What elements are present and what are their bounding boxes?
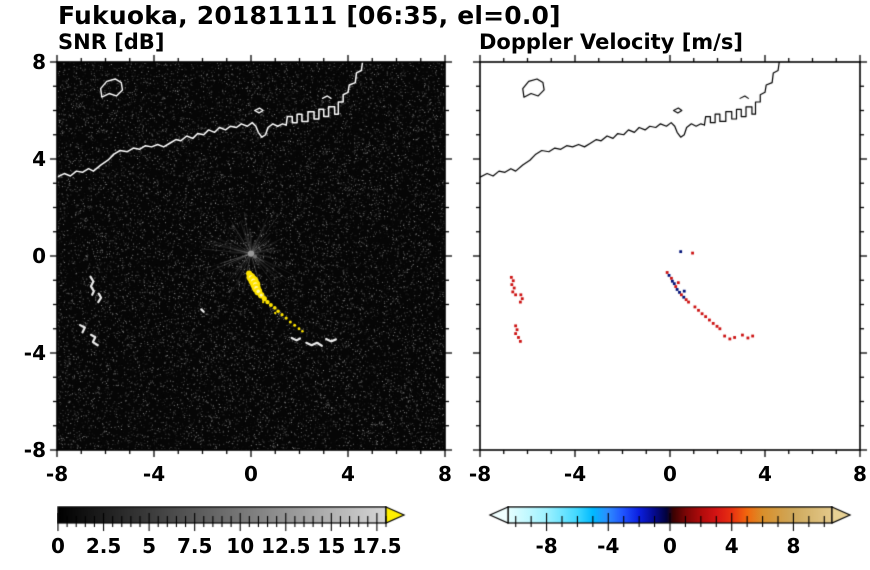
snr-colorbar-tick-label: 15 xyxy=(317,534,346,558)
snr-colorbar-tick-label: 5 xyxy=(142,534,157,558)
snr-plot-canvas xyxy=(47,52,455,460)
snr-x-tick-label: -4 xyxy=(142,462,166,486)
snr-colorbar-tick-label: 0 xyxy=(51,534,65,558)
snr-y-tick-label: -8 xyxy=(23,438,46,462)
velocity-x-tick-label: -8 xyxy=(468,462,492,486)
velocity-colorbar-tick-label: 0 xyxy=(663,534,677,558)
snr-x-tick-label: 0 xyxy=(244,462,258,486)
snr-y-tick-label: 0 xyxy=(32,244,46,268)
snr-colorbar-tick-label: 10 xyxy=(226,534,255,558)
snr-colorbar-tick-label: 2.5 xyxy=(85,534,122,558)
velocity-x-tick-label: 0 xyxy=(663,462,677,486)
velocity-panel-title: Doppler Velocity [m/s] xyxy=(479,30,743,54)
velocity-plot-canvas xyxy=(470,52,870,460)
snr-colorbar xyxy=(57,506,409,534)
velocity-colorbar-tick-label: 8 xyxy=(786,534,801,558)
velocity-x-tick-label: 8 xyxy=(853,462,867,486)
velocity-colorbar xyxy=(480,506,868,534)
snr-x-tick-label: 4 xyxy=(341,462,355,486)
snr-colorbar-tick-label: 7.5 xyxy=(176,534,213,558)
snr-y-tick-label: -4 xyxy=(23,341,46,365)
snr-x-tick-label: -8 xyxy=(45,462,69,486)
velocity-colorbar-tick-label: -8 xyxy=(535,534,558,558)
snr-colorbar-tick-label: 12.5 xyxy=(261,534,311,558)
snr-colorbar-tick-label: 17.5 xyxy=(352,534,402,558)
velocity-x-tick-label: 4 xyxy=(758,462,772,486)
figure-title: Fukuoka, 20181111 [06:35, el=0.0] xyxy=(58,1,561,30)
velocity-colorbar-tick-label: 4 xyxy=(724,534,739,558)
snr-y-tick-label: 8 xyxy=(32,50,46,74)
velocity-x-tick-label: -4 xyxy=(563,462,587,486)
snr-y-tick-label: 4 xyxy=(32,147,46,171)
velocity-colorbar-tick-label: -4 xyxy=(597,534,620,558)
snr-panel-title: SNR [dB] xyxy=(58,30,165,54)
snr-x-tick-label: 8 xyxy=(438,462,452,486)
